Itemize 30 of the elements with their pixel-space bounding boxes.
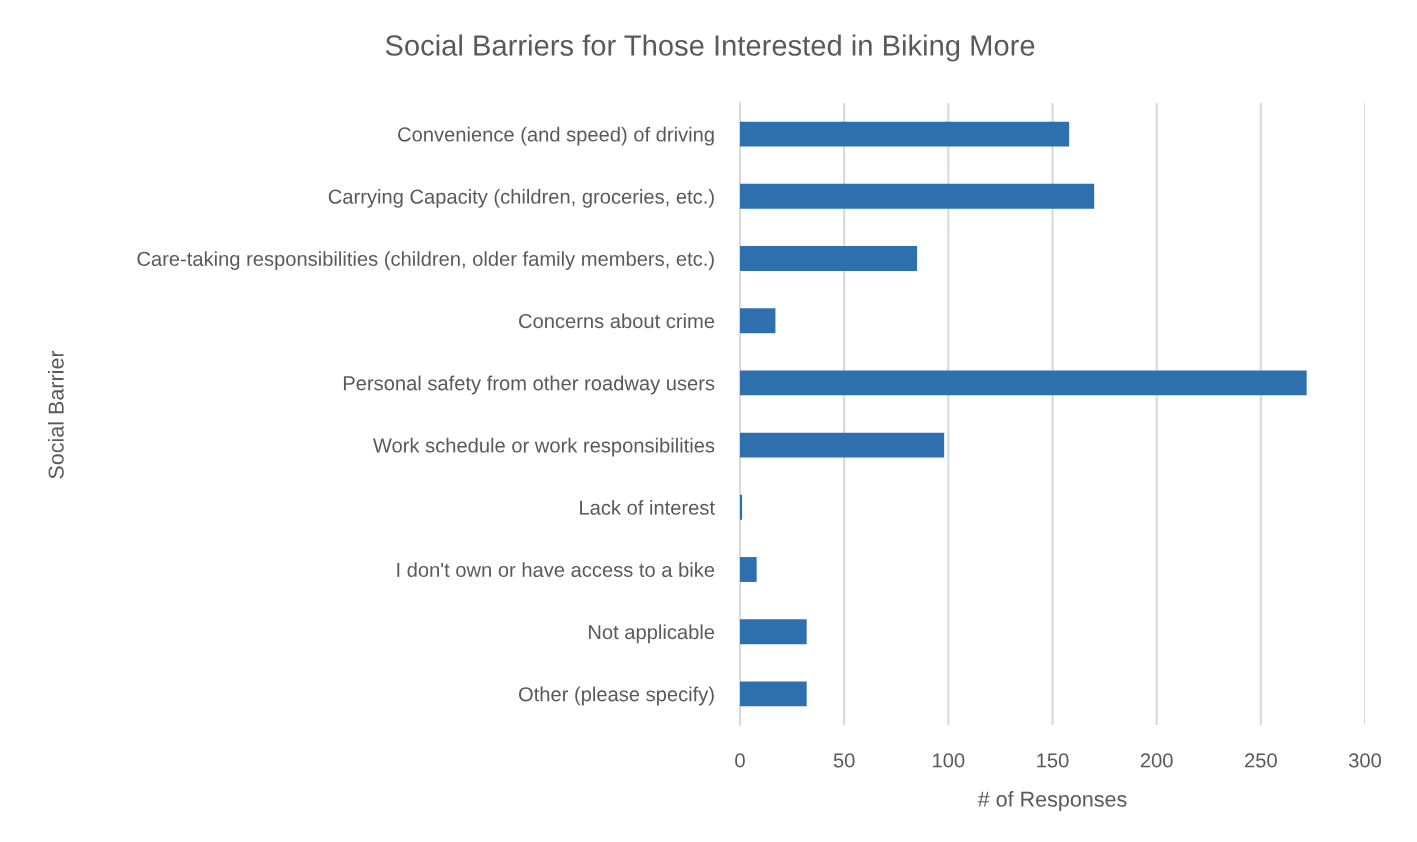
y-tick-label: Care-taking responsibilities (children, older family members, etc.): [137, 251, 714, 270]
bar: [740, 557, 757, 582]
y-tick-label: Convenience (and speed) of driving: [398, 126, 714, 146]
x-tick-label: 300: [1348, 753, 1382, 768]
bar: [740, 681, 807, 707]
y-tick-label: I don't own or have access to a bike: [397, 562, 715, 577]
bar: [740, 370, 1307, 396]
y-tick-label: Personal safety from other roadway users: [343, 375, 715, 395]
y-tick-label: Lack of interest: [580, 500, 715, 515]
y-tick-label: Concerns about crime: [519, 313, 715, 329]
x-tick-label: 200: [1140, 753, 1173, 768]
x-tick-label: 0: [735, 753, 745, 768]
x-tick-label: 250: [1245, 753, 1277, 768]
y-axis-title: Social Barrier: [47, 350, 64, 479]
x-tick-label: 150: [1037, 753, 1069, 768]
y-tick-label: Not applicable: [589, 624, 715, 644]
bar: [740, 246, 918, 271]
bar: [740, 619, 807, 645]
bar: [740, 432, 945, 458]
chart-title: Social Barriers for Those Interested in Biking More: [385, 34, 1035, 62]
bar: [740, 308, 776, 334]
x-axis-title: # of Responses: [977, 791, 1127, 812]
bar: [740, 183, 1095, 209]
x-tick-label: 50: [833, 753, 855, 768]
bar: [740, 494, 743, 520]
y-tick-label: Other (please specify): [518, 686, 714, 706]
y-tick-label: Carrying Capacity (children, groceries, etc.): [328, 189, 714, 208]
y-tick-label: Work schedule or work responsibilities: [372, 437, 715, 457]
x-tick-label: 100: [933, 753, 965, 768]
bar: [740, 121, 1070, 147]
